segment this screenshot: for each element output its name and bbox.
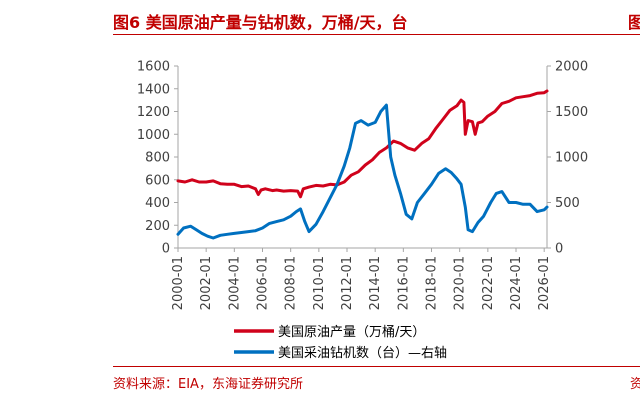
x-tick-label: 2022-01 xyxy=(481,256,496,310)
series-layer xyxy=(176,89,549,240)
left-tick-label: 1400 xyxy=(137,82,170,97)
x-tick-label: 2004-01 xyxy=(227,256,242,310)
x-tick-label: 2012-01 xyxy=(340,256,355,310)
series-rigs-line xyxy=(176,103,549,240)
x-tick-label: 2008-01 xyxy=(284,256,299,310)
x-tick-label: 2026-01 xyxy=(537,256,552,310)
x-tick-label: 2010-01 xyxy=(312,256,327,310)
next-title-rule xyxy=(628,34,640,35)
series-production-line xyxy=(176,89,549,199)
right-tick-label: 0 xyxy=(555,242,563,257)
chart-axes: 0 200 400 600 800 1000 1200 1400 1600 0 500 1000 150… xyxy=(137,60,588,311)
chart-title: 图6 美国原油产量与钻机数，万桶/天，台 xyxy=(113,13,408,32)
right-tick-label: 1500 xyxy=(555,105,588,120)
right-tick-label: 500 xyxy=(555,196,580,211)
next-chart-title-fragment: 图 xyxy=(628,13,640,32)
right-tick-label: 1000 xyxy=(555,151,588,166)
next-source-fragment: 资 xyxy=(630,377,640,392)
source-rule xyxy=(113,366,633,367)
x-tick-label: 2024-01 xyxy=(509,256,524,310)
left-tick-label: 400 xyxy=(145,196,170,211)
legend-label-rigs: 美国采油钻机数（台）—右轴 xyxy=(278,346,447,361)
left-tick-label: 600 xyxy=(145,173,170,188)
left-tick-label: 200 xyxy=(145,219,170,234)
x-tick-label: 2016-01 xyxy=(396,256,411,310)
left-tick-label: 800 xyxy=(145,151,170,166)
next-source-rule xyxy=(628,366,640,367)
left-tick-label: 1200 xyxy=(137,105,170,120)
x-tick-label: 2014-01 xyxy=(368,256,383,310)
chart-legend: 美国原油产量（万桶/天） 美国采油钻机数（台）—右轴 xyxy=(234,325,447,361)
title-rule xyxy=(113,34,633,35)
left-tick-label: 1000 xyxy=(137,128,170,143)
x-tick-label: 2002-01 xyxy=(199,256,214,310)
x-tick-label: 2018-01 xyxy=(425,256,440,310)
source-note: 资料来源：EIA，东海证券研究所 xyxy=(113,377,303,392)
x-tick-label: 2006-01 xyxy=(256,256,271,310)
left-tick-label: 1600 xyxy=(137,60,170,75)
x-tick-label: 2000-01 xyxy=(171,256,186,310)
x-tick-label: 2020-01 xyxy=(453,256,468,310)
right-tick-label: 2000 xyxy=(555,60,588,75)
legend-label-production: 美国原油产量（万桶/天） xyxy=(278,325,425,340)
left-tick-label: 0 xyxy=(162,242,170,257)
